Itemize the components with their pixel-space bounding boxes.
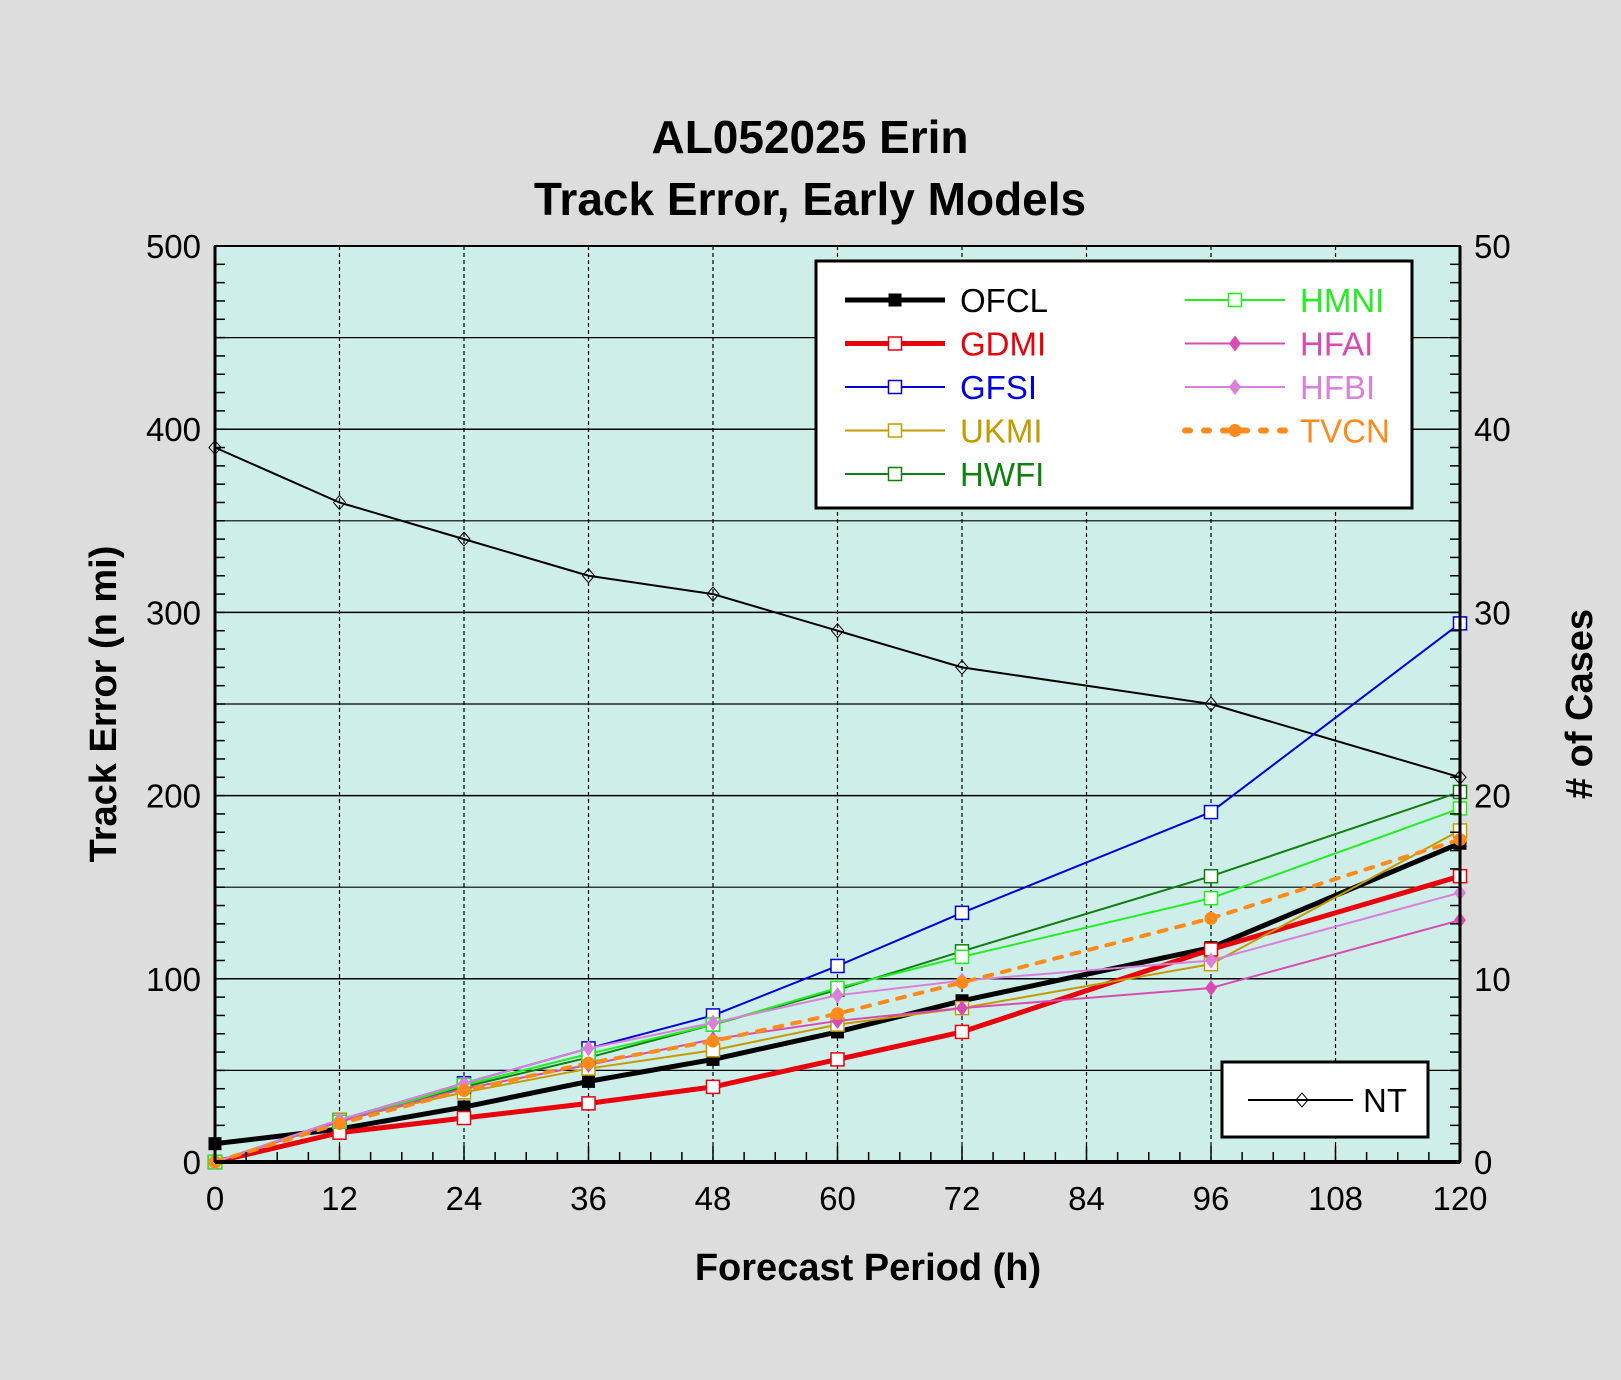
legend-marker-ukmi (887, 423, 903, 438)
y-tick-label: 400 (146, 411, 201, 448)
y2-axis-label: # of Cases (1559, 609, 1601, 799)
y2-tick-label: 40 (1474, 411, 1511, 448)
data-point-gdmi (954, 1024, 970, 1040)
y2-tick-label: 30 (1474, 594, 1511, 631)
data-point-nt (830, 622, 845, 639)
legend-label-hfai: HFAI (1300, 326, 1373, 363)
x-tick-label: 108 (1308, 1180, 1363, 1217)
legend-marker-hfai (1229, 335, 1241, 352)
x-tick-label: 84 (1068, 1180, 1105, 1217)
data-point-ofcl (582, 1074, 595, 1088)
data-point-hfbi (582, 1040, 595, 1057)
y2-tick-label: 0 (1474, 1144, 1492, 1181)
data-point-nt (581, 567, 596, 584)
y-tick-label: 500 (146, 228, 201, 265)
y2-tick-label: 50 (1474, 228, 1511, 265)
y-tick-label: 300 (146, 594, 201, 631)
legend-marker-hwfi (887, 466, 903, 482)
data-point-nt (457, 531, 471, 547)
legend-marker-gfsi (887, 379, 903, 395)
y2-tick-label: 20 (1474, 778, 1511, 815)
data-point-gdmi (705, 1079, 721, 1095)
legend-label-gfsi: GFSI (960, 369, 1037, 406)
cases-legend: NT (1220, 1060, 1430, 1139)
data-point-nt (332, 494, 347, 511)
data-point-tvcn (831, 1007, 844, 1021)
data-point-hmni (1203, 890, 1219, 906)
data-point-ofcl (457, 1100, 471, 1114)
y-tick-label: 100 (146, 961, 201, 998)
x-tick-label: 12 (321, 1180, 358, 1217)
data-point-gdmi (581, 1096, 596, 1111)
y2-tick-label: 10 (1474, 961, 1511, 998)
data-point-hwfi (1203, 868, 1219, 884)
data-point-hmni (954, 949, 970, 965)
series-nt (208, 439, 1467, 786)
x-tick-label: 0 (206, 1180, 224, 1217)
legend-label-gdmi: GDMI (960, 326, 1046, 363)
data-point-tvcn (1204, 911, 1218, 925)
x-tick-label: 48 (695, 1180, 732, 1217)
legend-label-nt: NT (1363, 1082, 1407, 1119)
data-point-tvcn (706, 1034, 720, 1048)
legend-label-tvcn: TVCN (1300, 413, 1390, 450)
data-point-nt (1204, 696, 1218, 712)
x-axis-label: Forecast Period (h) (695, 1247, 1041, 1289)
data-point-gdmi (830, 1052, 845, 1067)
legend-label-ukmi: UKMI (960, 413, 1043, 450)
data-point-nt (706, 586, 720, 602)
data-point-tvcn (582, 1056, 595, 1070)
data-point-hfbi (831, 987, 844, 1004)
y-tick-label: 200 (146, 778, 201, 815)
legend-marker-gdmi (887, 336, 903, 351)
legend-marker-hmni (1227, 292, 1243, 308)
data-point-hfbi (707, 1014, 719, 1031)
data-point-nt (955, 659, 969, 676)
x-tick-label: 60 (819, 1180, 856, 1217)
x-tick-label: 96 (1193, 1180, 1230, 1217)
data-point-tvcn (333, 1117, 346, 1131)
chart-title-line-2: Track Error, Early Models (534, 173, 1086, 225)
chart-title-line-1: AL052025 Erin (651, 111, 968, 163)
x-tick-label: 120 (1432, 1180, 1487, 1217)
data-point-hfai (1205, 979, 1217, 996)
legend-label-hfbi: HFBI (1300, 369, 1375, 406)
legend-label-hmni: HMNI (1300, 282, 1384, 319)
x-tick-label: 36 (570, 1180, 607, 1217)
series-tvcn (208, 833, 1467, 1169)
y-tick-label: 0 (183, 1144, 201, 1181)
x-tick-label: 72 (944, 1180, 981, 1217)
data-point-gdmi (456, 1110, 472, 1126)
data-point-tvcn (457, 1084, 471, 1098)
data-point-hfbi (1205, 952, 1217, 969)
data-point-gfsi (830, 958, 845, 974)
legend-label-ofcl: OFCL (960, 282, 1048, 319)
legend-marker-tvcn (1228, 424, 1242, 437)
legend-marker-hfbi (1229, 379, 1241, 395)
data-point-hfai (956, 1000, 968, 1017)
x-tick-label: 24 (446, 1180, 483, 1217)
y-axis-label: Track Error (n mi) (83, 546, 125, 863)
legend-label-hwfi: HWFI (960, 456, 1044, 493)
data-point-tvcn (955, 975, 969, 989)
legend: OFCL GDMI GFSI UKMI HWFI HMNI HFAI HFBI TVCN (814, 259, 1414, 510)
series-line-nt (214, 446, 1461, 779)
data-point-gfsi (954, 905, 970, 921)
data-point-gfsi (1203, 804, 1219, 820)
legend-marker-nt (1295, 1092, 1309, 1108)
legend-marker-ofcl (888, 293, 902, 307)
